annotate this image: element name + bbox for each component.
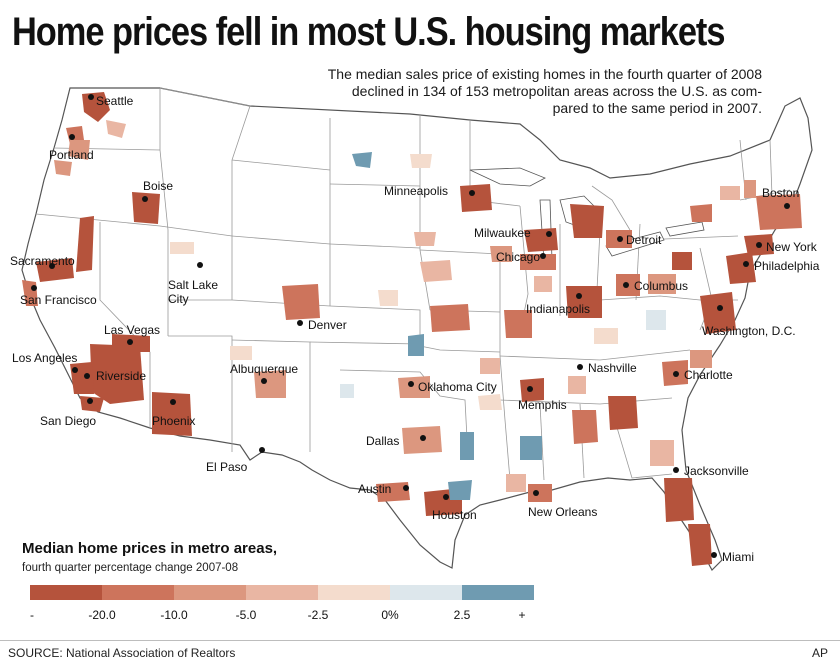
legend-subtitle: fourth quarter percentage change 2007-08 bbox=[22, 562, 239, 574]
city-dot bbox=[259, 447, 265, 453]
city-dot bbox=[443, 494, 449, 500]
legend-scale bbox=[30, 585, 534, 600]
city-label-indianapolis: Indianapolis bbox=[526, 302, 591, 316]
legend-tick: + bbox=[518, 608, 526, 622]
city-dot bbox=[673, 467, 679, 473]
city-dot bbox=[420, 435, 426, 441]
legend-tick: 0% bbox=[381, 608, 399, 622]
legend-bin bbox=[390, 585, 462, 600]
city-dot bbox=[469, 190, 475, 196]
city-dots bbox=[31, 94, 790, 558]
legend-title: Median home prices in metro areas, bbox=[22, 540, 278, 557]
city-label-boise: Boise bbox=[143, 179, 174, 193]
city-label-albuquerque: Albuquerque bbox=[230, 362, 299, 376]
city-dot bbox=[142, 196, 148, 202]
city-label-denver: Denver bbox=[308, 318, 347, 332]
city-dot bbox=[617, 236, 623, 242]
city-label-las-vegas: Las Vegas bbox=[104, 323, 161, 337]
city-dot bbox=[69, 134, 75, 140]
great-lakes bbox=[469, 167, 705, 263]
city-label-dallas: Dallas bbox=[366, 434, 400, 448]
city-label-milwaukee: Milwaukee bbox=[474, 226, 531, 240]
city-dot bbox=[408, 381, 414, 387]
city-label-new-orleans: New Orleans bbox=[528, 505, 598, 519]
city-dot bbox=[127, 339, 133, 345]
city-label-riverside: Riverside bbox=[96, 369, 147, 383]
city-dot bbox=[72, 367, 78, 373]
city-dot bbox=[743, 261, 749, 267]
city-label-philadelphia: Philadelphia bbox=[754, 259, 820, 273]
legend-bin bbox=[174, 585, 246, 600]
city-dot bbox=[756, 242, 762, 248]
city-label-sacramento: Sacramento bbox=[10, 254, 75, 268]
legend-tick: 2.5 bbox=[453, 608, 471, 622]
city-dot bbox=[197, 262, 203, 268]
city-dot bbox=[577, 364, 583, 370]
legend-bin bbox=[102, 585, 174, 600]
city-label-houston: Houston bbox=[432, 508, 477, 522]
city-dot bbox=[297, 320, 303, 326]
footer-rule bbox=[0, 640, 840, 641]
city-dot bbox=[527, 386, 533, 392]
city-label-jacksonville: Jacksonville bbox=[684, 464, 749, 478]
headline: Home prices fell in most U.S. housing ma… bbox=[12, 10, 726, 54]
city-dot bbox=[533, 490, 539, 496]
city-dot bbox=[87, 398, 93, 404]
credit: AP bbox=[811, 646, 828, 660]
legend-bin bbox=[318, 585, 390, 600]
city-label-austin: Austin bbox=[358, 482, 392, 496]
legend-bin bbox=[30, 585, 102, 600]
city-dot bbox=[31, 285, 37, 291]
city-dot bbox=[576, 293, 582, 299]
city-label-san-diego: San Diego bbox=[40, 414, 97, 428]
city-label-chicago: Chicago bbox=[496, 250, 541, 264]
legend-bin bbox=[246, 585, 318, 600]
city-dot bbox=[88, 94, 94, 100]
city-label-seattle: Seattle bbox=[96, 94, 134, 108]
city-dot bbox=[84, 373, 90, 379]
city-dot bbox=[49, 263, 55, 269]
city-label-phoenix: Phoenix bbox=[152, 414, 196, 428]
city-label-washington-dc: Washington, D.C. bbox=[702, 324, 796, 338]
city-label-new-york: New York bbox=[766, 240, 817, 254]
city-label-oklahoma-city: Oklahoma City bbox=[418, 380, 497, 394]
city-label-boston: Boston bbox=[762, 186, 800, 200]
city-dot bbox=[673, 371, 679, 377]
city-label-portland: Portland bbox=[49, 148, 94, 162]
city-label-salt-lake-city: Salt Lake City bbox=[168, 278, 219, 306]
state-borders bbox=[35, 87, 791, 481]
city-label-nashville: Nashville bbox=[588, 361, 637, 375]
city-label-detroit: Detroit bbox=[626, 233, 662, 247]
subhead-line: declined in 134 of 153 metropolitan area… bbox=[351, 83, 762, 99]
city-label-el-paso: El Paso bbox=[206, 460, 248, 474]
subhead-line: The median sales price of existing homes… bbox=[327, 66, 762, 82]
legend-tick: -20.0 bbox=[88, 608, 116, 622]
city-label-columbus: Columbus bbox=[634, 279, 689, 293]
city-label-san-francisco: San Francisco bbox=[20, 293, 97, 307]
city-label-los-angeles: Los Angeles bbox=[12, 351, 78, 365]
legend-tick: -10.0 bbox=[160, 608, 188, 622]
city-label-memphis: Memphis bbox=[518, 398, 567, 412]
legend-tick: -5.0 bbox=[235, 608, 257, 622]
city-dot bbox=[711, 552, 717, 558]
city-dot bbox=[403, 485, 409, 491]
city-dot bbox=[170, 399, 176, 405]
us-outline bbox=[21, 87, 813, 571]
city-dot bbox=[784, 203, 790, 209]
source-note: SOURCE: National Association of Realtors bbox=[8, 646, 236, 660]
city-label-charlotte: Charlotte bbox=[684, 368, 733, 382]
city-dot bbox=[623, 282, 629, 288]
city-label-minneapolis: Minneapolis bbox=[384, 184, 449, 198]
city-dot bbox=[546, 231, 552, 237]
city-dot bbox=[261, 378, 267, 384]
subhead-line: pared to the same period in 2007. bbox=[552, 100, 762, 116]
city-label-miami: Miami bbox=[722, 550, 754, 564]
subhead: The median sales price of existing homes… bbox=[202, 66, 762, 117]
legend-bin bbox=[462, 585, 534, 600]
legend-tick: - bbox=[30, 608, 34, 622]
city-dot bbox=[717, 305, 723, 311]
legend-tick: -2.5 bbox=[307, 608, 329, 622]
city-dot bbox=[540, 253, 546, 259]
